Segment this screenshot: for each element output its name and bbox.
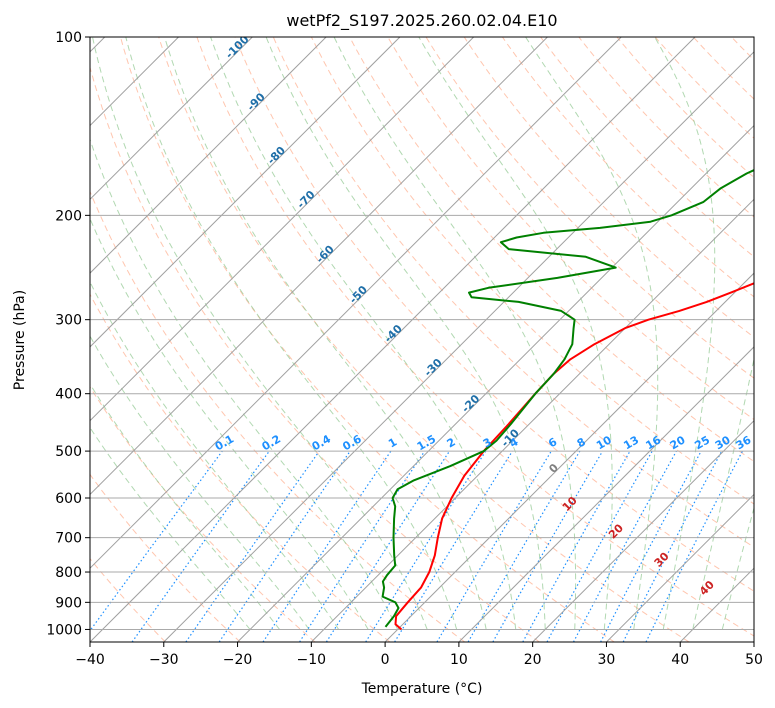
dry-adiabat-line xyxy=(234,37,754,592)
dry-adiabat-line xyxy=(90,190,465,642)
tick-layer: −40 −30 −20 −10 0 10 20 30 40 50 1000 900 800 700 600 5… xyxy=(46,30,763,668)
moist-adiabat-line xyxy=(654,37,716,630)
isotherm-line xyxy=(458,346,754,642)
mixing-ratio-line xyxy=(522,450,631,642)
mixing-ratio-line xyxy=(299,450,426,642)
moist-adiabat-line xyxy=(90,383,280,630)
y-tick-label: 800 xyxy=(55,565,82,581)
dewpoint-profile-line xyxy=(381,169,754,628)
dry-adiabat-line xyxy=(158,37,690,642)
x-tick-label: −40 xyxy=(75,652,105,668)
y-tick-label: 900 xyxy=(55,595,82,611)
mixing-ratio-line xyxy=(90,450,223,632)
moist-adiabat-line xyxy=(90,137,399,630)
dry-adiabat-line xyxy=(272,37,754,548)
y-tick-label: 200 xyxy=(55,208,82,224)
mixing-ratio-line xyxy=(394,450,513,642)
moist-adiabat-line xyxy=(90,335,310,630)
moist-adiabat-line xyxy=(721,505,754,630)
isotherm-line xyxy=(90,37,622,569)
x-tick-label: 30 xyxy=(598,652,616,668)
dry-adiabat-line xyxy=(540,37,754,258)
isotherm-line xyxy=(237,124,754,642)
x-tick-label: 0 xyxy=(381,652,390,668)
x-tick-label: 50 xyxy=(745,652,763,668)
chart-title: wetPf2_S197.2025.260.02.04.E10 xyxy=(286,11,557,31)
plot-frame xyxy=(89,36,755,643)
mixing-ratio-line xyxy=(546,450,653,642)
moist-adiabat-line xyxy=(210,37,517,630)
mixing-ratio-line xyxy=(131,450,270,642)
mixing-ratio-line xyxy=(218,450,351,642)
plot-background xyxy=(90,37,754,642)
isotherm-line xyxy=(310,198,754,642)
isotherm-line xyxy=(532,419,754,642)
grid-layer xyxy=(90,37,775,642)
x-tick-label: −10 xyxy=(297,652,327,668)
y-tick-label: 1000 xyxy=(46,622,82,638)
moist-adiabat-line xyxy=(125,37,458,630)
x-tick-label: 10 xyxy=(450,652,468,668)
dry-adiabat-line xyxy=(501,37,754,298)
x-tick-label: −20 xyxy=(223,652,253,668)
isotherm-line xyxy=(90,37,327,274)
y-tick-label: 400 xyxy=(55,387,82,403)
isotherm-line xyxy=(90,37,548,496)
x-axis-label: Temperature (°C) xyxy=(361,681,483,697)
moist-adiabat-line xyxy=(90,426,251,630)
mixing-ratio-line xyxy=(572,450,677,642)
moist-adiabat-line xyxy=(265,37,546,630)
y-tick-label: 500 xyxy=(55,444,82,460)
y-tick-label: 300 xyxy=(55,313,82,329)
y-tick-label: 100 xyxy=(55,30,82,46)
isotherm-line xyxy=(90,37,253,201)
dry-adiabat-line xyxy=(770,37,775,642)
isotherm-line xyxy=(90,37,401,348)
y-tick-label: 600 xyxy=(55,491,82,507)
moist-adiabat-line xyxy=(92,37,428,630)
isotherm-line xyxy=(90,37,475,422)
isotherm-line xyxy=(90,37,696,642)
mixing-ratio-line xyxy=(325,450,450,642)
moist-adiabat-line xyxy=(525,37,659,630)
moist-adiabat-line xyxy=(418,37,613,630)
dry-adiabat-line xyxy=(90,65,540,642)
dry-adiabat-line xyxy=(349,37,754,463)
dry-adiabat-line xyxy=(425,37,754,379)
dry-adiabat-line xyxy=(90,293,391,642)
isotherm-line xyxy=(753,641,754,642)
y-axis-label: Pressure (hPa) xyxy=(12,290,28,390)
moist-adiabat-line xyxy=(90,280,340,630)
x-tick-label: −30 xyxy=(149,652,179,668)
mixing-ratio-line xyxy=(185,450,320,642)
dry-adiabat-line xyxy=(90,473,241,642)
isotherm-line xyxy=(384,272,754,642)
isotherm-line xyxy=(606,493,754,642)
temperature-profile-line xyxy=(394,282,754,631)
y-tick-label: 700 xyxy=(55,531,82,547)
mixing-ratio-line xyxy=(645,450,744,642)
series-layer xyxy=(381,169,754,631)
dry-adiabat-line xyxy=(387,37,754,421)
moist-adiabat-line xyxy=(90,217,369,630)
x-tick-label: 20 xyxy=(524,652,542,668)
x-tick-label: 40 xyxy=(671,652,689,668)
mixing-ratio-line xyxy=(262,450,392,642)
isotherm-line xyxy=(163,51,754,642)
moist-adiabat-line xyxy=(692,356,754,630)
dry-adiabat-line xyxy=(90,386,316,642)
dry-adiabat-line xyxy=(196,37,754,637)
